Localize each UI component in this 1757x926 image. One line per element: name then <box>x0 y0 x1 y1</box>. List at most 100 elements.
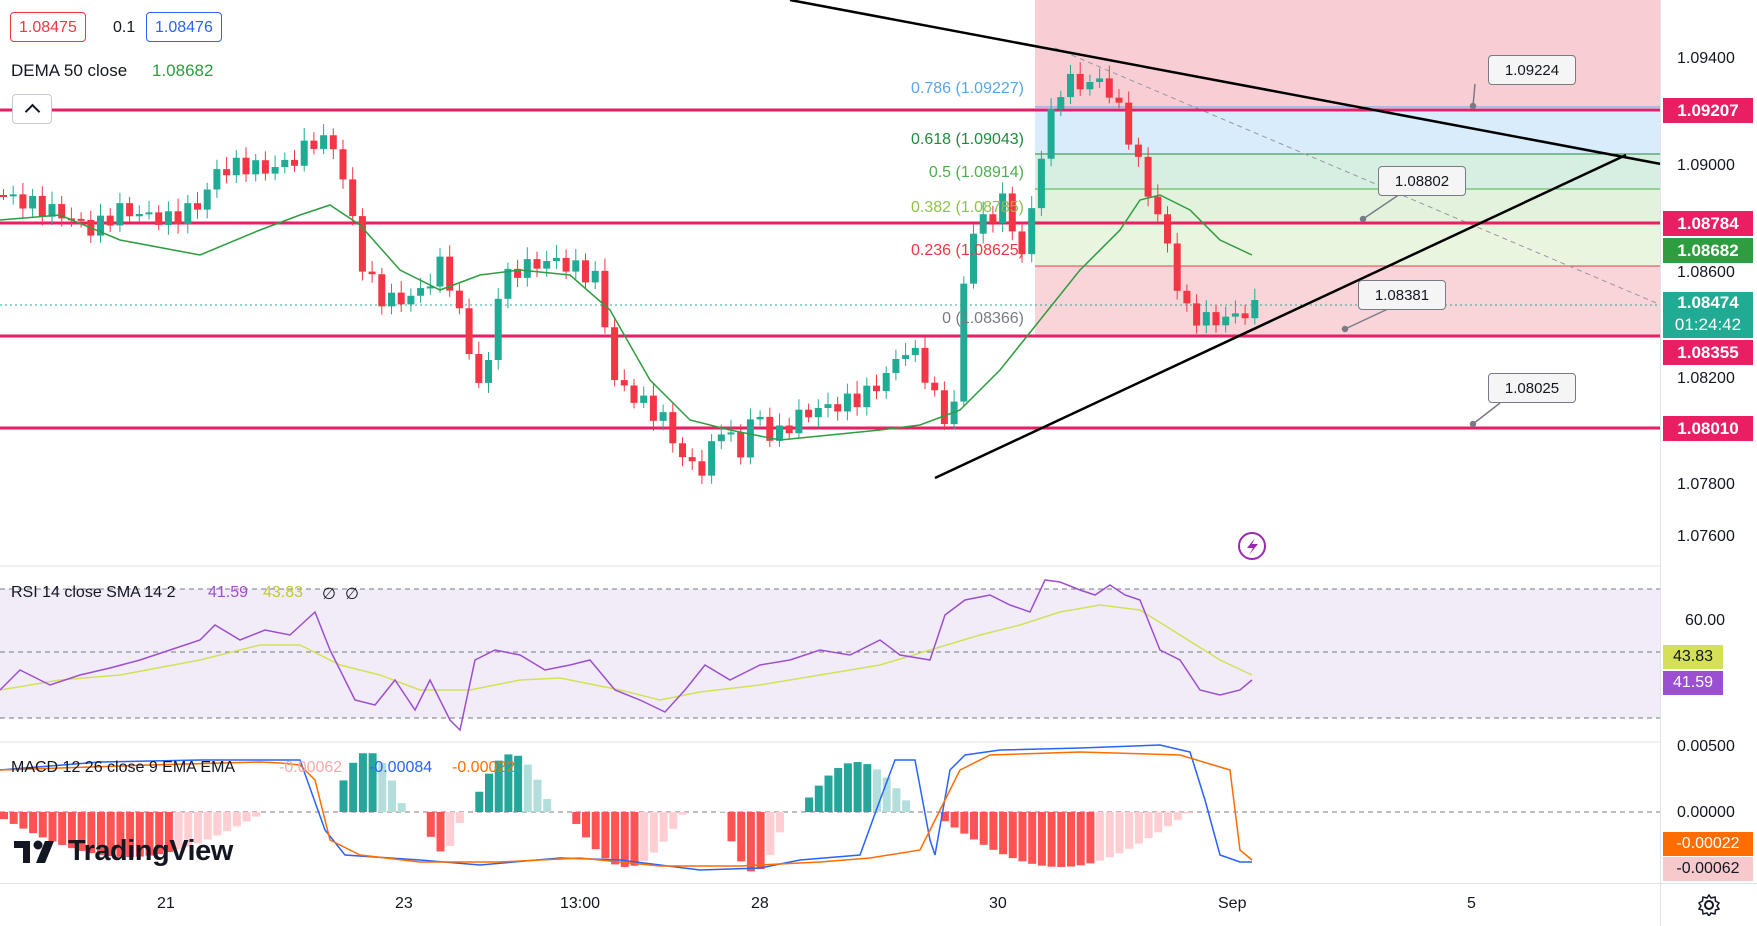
callout-4[interactable]: 1.08025 <box>1488 373 1576 403</box>
candle-body <box>776 426 783 441</box>
lightning-icon[interactable] <box>1239 533 1265 559</box>
macd-hist-bar <box>1038 812 1046 866</box>
candle-body <box>563 258 570 272</box>
rsi-axis-tick: 60.00 <box>1685 612 1725 630</box>
ask-price-box[interactable]: 1.08476 <box>146 12 222 42</box>
time-axis[interactable]: 21 23 13:00 28 30 Sep 5 <box>0 883 1661 926</box>
macd-hist-bar <box>631 812 639 866</box>
candle-body <box>795 410 802 434</box>
macd-axis-tick: 0.00000 <box>1677 804 1735 822</box>
candle-body <box>165 211 172 225</box>
callout-2[interactable]: 1.08802 <box>1378 166 1466 196</box>
candle-body <box>349 179 356 216</box>
rsi-legend-sma: 43.83 <box>263 584 303 602</box>
macd-signal-tag: -0.00022 <box>1663 832 1753 856</box>
candle-body <box>136 214 143 216</box>
macd-hist-bar <box>999 812 1007 854</box>
candle-body <box>398 293 405 305</box>
price-tick: 1.08600 <box>1677 264 1735 282</box>
callout-1[interactable]: 1.09224 <box>1488 55 1576 85</box>
candle-body <box>10 194 17 196</box>
candle-body <box>708 441 715 475</box>
candle-body <box>737 432 744 457</box>
candle-body <box>272 167 279 174</box>
candle-body <box>1145 157 1152 197</box>
macd-hist-bar <box>456 812 464 823</box>
collapse-legend-button[interactable] <box>12 94 52 124</box>
macd-hist-bar <box>1145 812 1153 838</box>
candle-body <box>863 386 870 407</box>
macd-hist-bar <box>534 780 542 812</box>
macd-hist-bar <box>989 812 997 850</box>
macd-hist-tag: -0.00062 <box>1663 857 1753 881</box>
macd-hist-bar <box>669 812 677 829</box>
price-tag-2: 1.08784 <box>1663 211 1753 236</box>
macd-hist-bar <box>776 812 784 832</box>
candle-body <box>291 160 298 166</box>
rsi-legend-extra1: ∅ <box>322 584 336 604</box>
candle-body <box>1028 208 1035 254</box>
spread-value: 0.1 <box>113 19 135 37</box>
macd-hist-bar <box>960 812 968 834</box>
macd-hist-bar <box>980 812 988 845</box>
macd-pane[interactable] <box>0 745 1661 871</box>
candle-body <box>310 141 317 149</box>
macd-hist-bar <box>601 812 609 858</box>
bid-price-box[interactable]: 1.08475 <box>10 12 86 42</box>
macd-hist-bar <box>1077 812 1085 865</box>
fib-label-0786: 0.786 (1.09227) <box>911 80 1024 98</box>
price-tag-1: 1.09207 <box>1663 98 1753 123</box>
macd-hist-bar <box>1067 812 1075 867</box>
candle-body <box>572 260 579 271</box>
candle-body <box>155 212 162 225</box>
current-price-tag: 1.08474 01:24:42 <box>1663 292 1753 338</box>
time-tick: 21 <box>157 895 175 913</box>
dema-legend-value: 1.08682 <box>152 61 213 81</box>
macd-legend-label[interactable]: MACD 12 26 close 9 EMA EMA <box>11 759 235 777</box>
macd-hist-bar <box>243 812 251 822</box>
current-price-value: 1.08474 <box>1663 292 1753 314</box>
price-tick: 1.07600 <box>1677 528 1735 546</box>
candle-body <box>39 196 46 217</box>
macd-hist-bar <box>1135 812 1143 844</box>
macd-hist-bar <box>728 812 736 841</box>
candle-body <box>485 360 492 383</box>
candle-body <box>601 271 608 327</box>
macd-hist-bar <box>1009 812 1017 858</box>
rsi-pane[interactable] <box>0 580 1661 730</box>
time-tick: 13:00 <box>560 895 600 913</box>
candle-body <box>582 260 589 282</box>
candle-body <box>1057 97 1064 109</box>
time-tick: 28 <box>751 895 769 913</box>
dema-legend-label[interactable]: DEMA 50 close <box>11 61 127 81</box>
candle-body <box>369 272 376 275</box>
candle-body <box>388 293 395 307</box>
macd-hist-bar <box>844 763 852 812</box>
candle-body <box>1193 303 1200 325</box>
macd-hist-bar <box>1106 812 1114 857</box>
tradingview-icon <box>14 839 60 865</box>
callout-3[interactable]: 1.08381 <box>1358 280 1446 310</box>
candle-body <box>689 457 696 461</box>
candle-body <box>960 284 967 402</box>
macd-hist-bar <box>524 765 532 812</box>
macd-hist-bar <box>213 812 221 835</box>
countdown-timer: 01:24:42 <box>1663 314 1753 336</box>
rsi-legend-label[interactable]: RSI 14 close SMA 14 2 <box>11 584 176 602</box>
tradingview-logo[interactable]: TradingView <box>14 835 233 868</box>
candle-body <box>698 461 705 475</box>
candle-body <box>1222 317 1229 326</box>
price-axis[interactable]: 1.09400 1.09000 1.08600 1.08200 1.07800 … <box>1660 0 1757 925</box>
candle-body <box>340 149 347 179</box>
fib-label-0618: 0.618 (1.09043) <box>911 131 1024 149</box>
candle-body <box>146 212 153 214</box>
candle-body <box>262 160 269 173</box>
macd-hist-bar <box>951 812 959 828</box>
macd-hist-bar <box>1183 812 1191 813</box>
candle-body <box>456 291 463 309</box>
macd-hist-bar <box>388 780 396 812</box>
macd-hist-bar <box>825 776 833 812</box>
candle-body <box>815 408 822 417</box>
chart-settings-button[interactable] <box>1660 883 1757 926</box>
